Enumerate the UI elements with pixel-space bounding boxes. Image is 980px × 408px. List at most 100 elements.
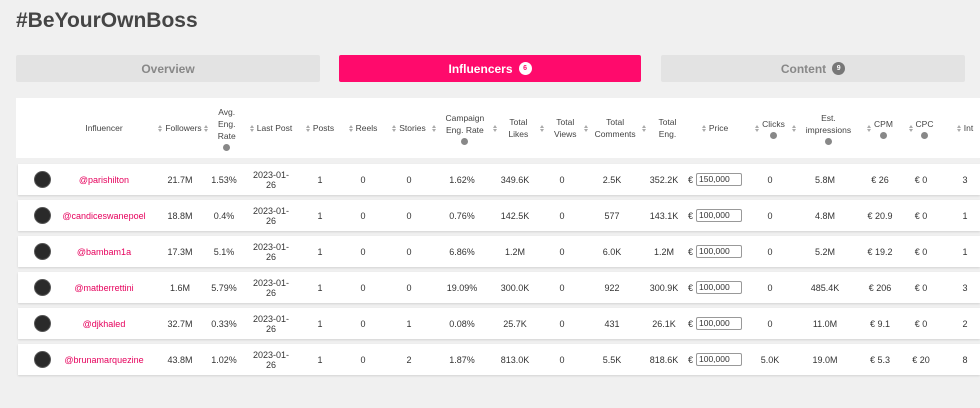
header-text: Avg. Eng. Rate bbox=[209, 106, 244, 151]
table-cell: 2023-01-26 bbox=[248, 272, 294, 303]
column-header[interactable]: Total Likes bbox=[493, 98, 537, 158]
influencer-handle[interactable]: @brunamarquezine bbox=[64, 354, 144, 365]
column-header[interactable]: Last Post bbox=[248, 98, 294, 158]
tab-badge: 9 bbox=[832, 62, 846, 75]
column-header[interactable]: Price bbox=[683, 98, 747, 158]
column-header[interactable]: CPM bbox=[860, 98, 900, 158]
column-header[interactable]: Int bbox=[950, 98, 980, 158]
header-inner: Total Views bbox=[540, 116, 584, 140]
cell-value: € 26 bbox=[871, 174, 889, 185]
table-cell: 300.9K bbox=[642, 272, 686, 303]
cell-value: 2023-01-26 bbox=[252, 349, 290, 370]
cell-value: 0 bbox=[767, 282, 773, 293]
column-header[interactable]: Est. impressions bbox=[792, 98, 858, 158]
table-cell: € 206 bbox=[860, 272, 900, 303]
table-cell: € 5.3 bbox=[860, 344, 900, 375]
price-input[interactable]: 100,000 bbox=[696, 245, 742, 258]
cell-value: 2023-01-26 bbox=[252, 241, 290, 262]
table-cell: 2023-01-26 bbox=[248, 200, 294, 231]
column-header[interactable]: Followers bbox=[154, 98, 206, 158]
table-cell: 5.79% bbox=[204, 272, 244, 303]
cell-value: € 0 bbox=[914, 174, 928, 185]
cell-value: 6.86% bbox=[449, 246, 475, 257]
influencer-handle[interactable]: @djkhaled bbox=[82, 318, 126, 329]
header-label: Influencer bbox=[85, 123, 123, 133]
avatar bbox=[34, 351, 51, 368]
cell-value: 2023-01-26 bbox=[252, 313, 290, 334]
cell-value: 25.7K bbox=[503, 318, 527, 329]
header-inner: Clicks bbox=[755, 118, 785, 139]
table-row: @djkhaled 32.7M 0.33% 2023-01-26 1 0 1 0.08% 25.… bbox=[18, 308, 980, 339]
price-input[interactable]: 100,000 bbox=[696, 281, 742, 294]
cell-value: 2023-01-26 bbox=[252, 169, 290, 190]
table-cell: 5.8M bbox=[792, 164, 858, 195]
table-cell: 2 bbox=[950, 308, 980, 339]
price-input[interactable]: 100,000 bbox=[696, 209, 742, 222]
cell-value: 352.2K bbox=[649, 174, 679, 185]
table-cell: 0 bbox=[343, 236, 383, 267]
tab-overview[interactable]: Overview bbox=[16, 55, 320, 82]
column-header[interactable]: Campaign Eng. Rate bbox=[432, 98, 492, 158]
tab-badge: 6 bbox=[518, 62, 532, 75]
influencer-handle[interactable]: @candiceswanepoel bbox=[62, 210, 146, 221]
header-inner: Posts bbox=[305, 122, 335, 134]
cell-value: 8 bbox=[962, 354, 968, 365]
table-cell: 2.5K bbox=[584, 164, 640, 195]
table-cell: 0 bbox=[540, 236, 584, 267]
table-cell: 0 bbox=[343, 164, 383, 195]
price-input[interactable]: 100,000 bbox=[696, 353, 742, 366]
table-cell: € 0 bbox=[903, 164, 939, 195]
cell-value: 0 bbox=[767, 174, 773, 185]
table-cell: 0 bbox=[540, 308, 584, 339]
header-label: Campaign Eng. Rate bbox=[445, 112, 485, 135]
column-header[interactable]: Total Comments bbox=[584, 98, 640, 158]
table-cell: 0 bbox=[343, 272, 383, 303]
cell-value: 19.0M bbox=[812, 354, 838, 365]
cell-value: € 0 bbox=[914, 318, 928, 329]
header-inner: Influencer bbox=[85, 122, 122, 134]
table-cell: 0 bbox=[748, 164, 792, 195]
table-cell: @matberrettini bbox=[54, 272, 154, 303]
column-header[interactable]: CPC bbox=[903, 98, 939, 158]
tab-influencers[interactable]: Influencers 6 bbox=[339, 55, 641, 82]
header-inner: CPC bbox=[908, 118, 933, 139]
cell-value: € 19.2 bbox=[867, 246, 893, 257]
table-cell: 1.87% bbox=[432, 344, 492, 375]
table-cell: 2 bbox=[389, 344, 429, 375]
table-cell: € 26 bbox=[860, 164, 900, 195]
cell-value: 0 bbox=[767, 246, 773, 257]
influencer-handle[interactable]: @bambam1a bbox=[76, 246, 132, 257]
column-header[interactable]: Avg. Eng. Rate bbox=[204, 98, 244, 158]
cell-value: 0 bbox=[360, 246, 366, 257]
header-label: Stories bbox=[399, 123, 426, 133]
header-text: Total Views bbox=[547, 116, 585, 140]
cell-value: 0.08% bbox=[449, 318, 475, 329]
column-header[interactable]: Total Views bbox=[540, 98, 584, 158]
column-header[interactable]: Posts bbox=[300, 98, 340, 158]
tab-content[interactable]: Content 9 bbox=[661, 55, 965, 82]
header-label: Posts bbox=[312, 123, 335, 133]
price-input[interactable]: 150,000 bbox=[696, 173, 742, 186]
sort-icon bbox=[867, 124, 872, 132]
table-cell: 1 bbox=[950, 236, 980, 267]
sort-icon bbox=[956, 124, 961, 132]
column-header[interactable]: Reels bbox=[343, 98, 383, 158]
table-cell: € 0 bbox=[903, 236, 939, 267]
column-header[interactable]: Stories bbox=[389, 98, 429, 158]
cell-value: 1.02% bbox=[211, 354, 237, 365]
cell-value: 0 bbox=[406, 210, 412, 221]
table-cell: 43.8M bbox=[154, 344, 206, 375]
influencer-handle[interactable]: @matberrettini bbox=[74, 282, 134, 293]
currency: € bbox=[687, 210, 693, 221]
column-header[interactable]: Clicks bbox=[748, 98, 792, 158]
cell-value: 5.1% bbox=[213, 246, 235, 257]
currency: € bbox=[687, 318, 693, 329]
sort-icon bbox=[701, 124, 706, 132]
table-cell: 0 bbox=[748, 200, 792, 231]
price-input[interactable]: 100,000 bbox=[696, 317, 742, 330]
cell-value: € 0 bbox=[914, 210, 928, 221]
cell-value: 21.7M bbox=[167, 174, 193, 185]
influencer-handle[interactable]: @parishilton bbox=[78, 174, 130, 185]
column-header[interactable]: Total Eng. bbox=[642, 98, 686, 158]
table-cell: 0 bbox=[748, 272, 792, 303]
